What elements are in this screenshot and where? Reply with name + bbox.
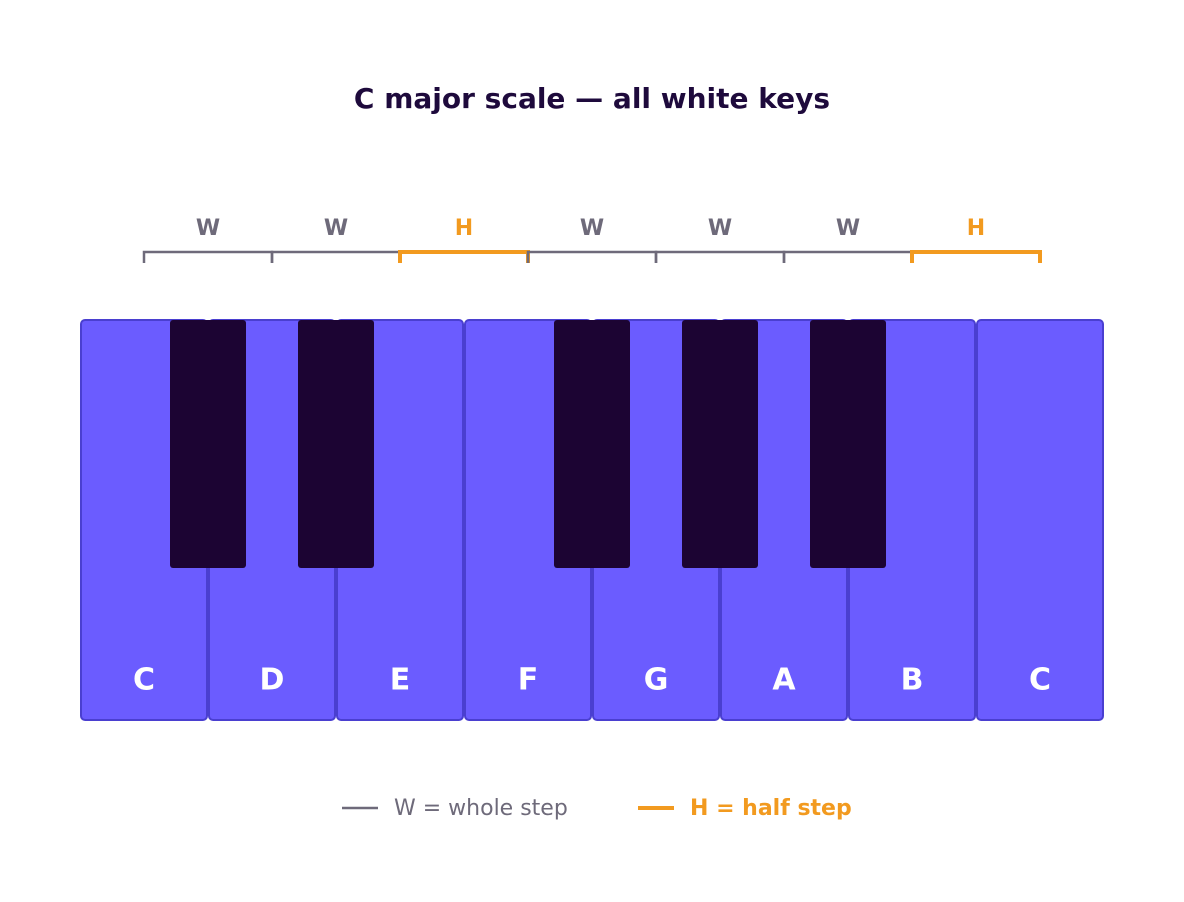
white-key bbox=[976, 319, 1104, 721]
step-bracket bbox=[270, 250, 402, 263]
legend-label: W = whole step bbox=[394, 796, 568, 821]
step-label: W bbox=[324, 216, 348, 241]
black-key bbox=[170, 320, 246, 568]
step-bracket bbox=[782, 250, 914, 263]
legend-label: H = half step bbox=[690, 796, 852, 821]
black-key bbox=[682, 320, 758, 568]
step-label: H bbox=[967, 216, 985, 241]
step-label: H bbox=[455, 216, 473, 241]
key-label: F bbox=[518, 663, 539, 698]
black-key bbox=[298, 320, 374, 568]
step-bracket bbox=[910, 250, 1042, 263]
step-bracket bbox=[654, 250, 786, 263]
step-label: W bbox=[836, 216, 860, 241]
step-label: W bbox=[196, 216, 220, 241]
key-label: B bbox=[901, 663, 924, 698]
key-label: D bbox=[260, 663, 285, 698]
step-label: W bbox=[708, 216, 732, 241]
black-key bbox=[554, 320, 630, 568]
step-bracket bbox=[142, 250, 274, 263]
key-label: C bbox=[1029, 663, 1051, 698]
key-label: A bbox=[772, 663, 796, 698]
step-label: W bbox=[580, 216, 604, 241]
key-label: G bbox=[644, 663, 669, 698]
step-bracket bbox=[398, 250, 530, 263]
black-key bbox=[810, 320, 886, 568]
step-bracket bbox=[526, 250, 658, 263]
key-label: E bbox=[390, 663, 411, 698]
key-label: C bbox=[133, 663, 155, 698]
title: C major scale — all white keys bbox=[354, 82, 830, 115]
